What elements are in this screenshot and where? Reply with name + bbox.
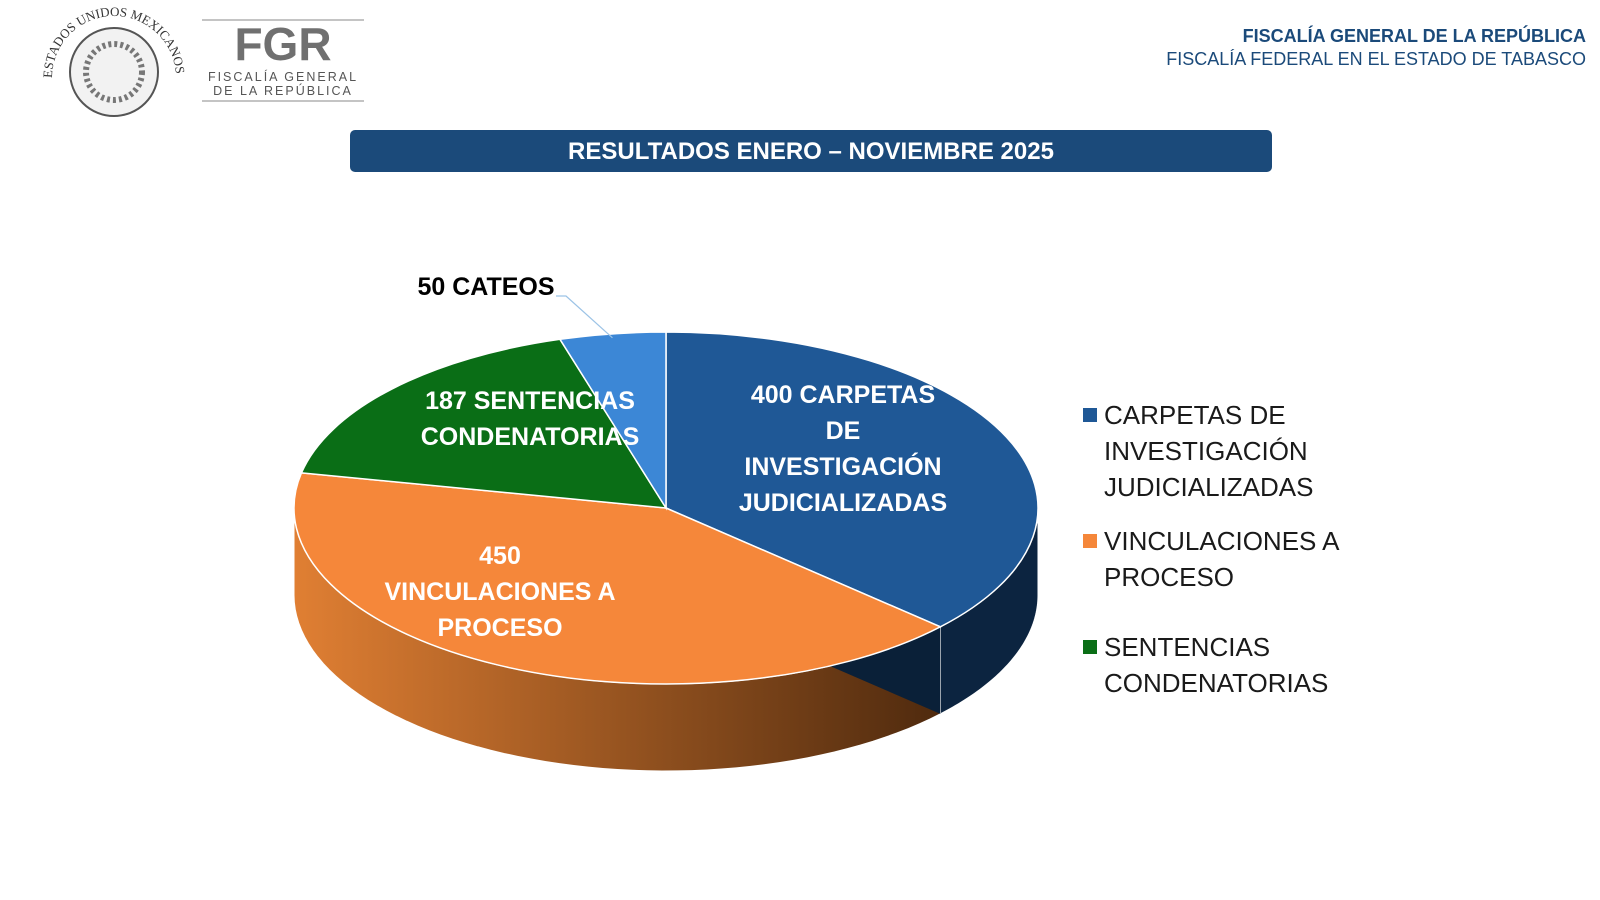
legend-swatch (1083, 640, 1097, 654)
data-label: 50 CATEOS (417, 273, 555, 301)
seal-emblem (69, 27, 159, 117)
logo: FGR (234, 18, 331, 70)
seal-eagle (83, 41, 145, 103)
legend-label: SENTENCIAS CONDENATORIAS (1104, 632, 1329, 698)
pie-slice (300, 338, 668, 509)
data-label: 400 CARPETAS DE INVESTIGACIÓN JUDICIALIZ… (738, 381, 948, 517)
pie-slice (665, 331, 1039, 628)
org-title: FISCALÍA GENERAL DE LA REPÚBLICA (1242, 26, 1586, 46)
logo-line: DE LA REPÚBLICA (213, 83, 353, 98)
legend-swatch (1083, 534, 1097, 548)
logo-line: FISCALÍA GENERAL (208, 69, 358, 84)
chart-title: RESULTADOS ENERO – NOVIEMBRE 2025 (568, 138, 1054, 165)
legend-swatch (1083, 408, 1097, 422)
pie-slice (293, 472, 943, 685)
org-subtitle: FISCALÍA FEDERAL EN EL ESTADO DE TABASCO (1166, 49, 1586, 69)
pie-slice (558, 331, 667, 511)
title-bar (350, 130, 1272, 172)
legend-label: VINCULACIONES A PROCESO (1104, 526, 1339, 592)
leader-line (556, 295, 613, 339)
data-label: 450 VINCULACIONES A PROCESO (384, 542, 616, 642)
pie (293, 295, 1039, 772)
legend-label: CARPETAS DE INVESTIGACIÓN JUDICIALIZADAS (1104, 400, 1314, 502)
seal: ESTADOS UNIDOS MEXICANOS (40, 4, 188, 117)
data-label: 187 SENTENCIAS CONDENATORIAS (420, 387, 640, 451)
